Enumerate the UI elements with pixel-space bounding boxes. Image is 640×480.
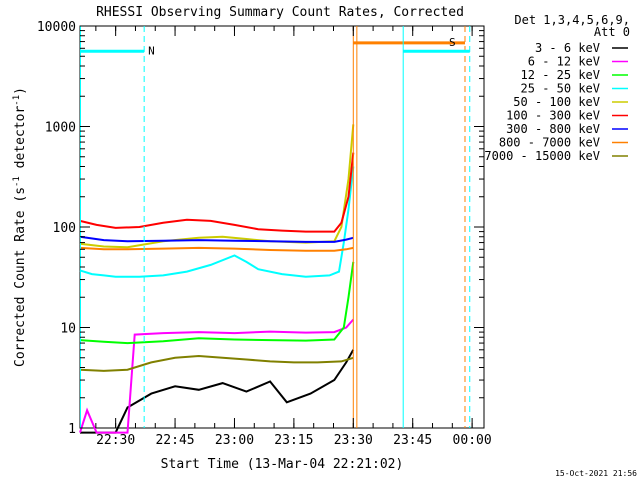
series-line xyxy=(79,261,355,345)
y-tick-label: 1000 xyxy=(45,121,76,136)
legend-label: 800 - 7000 keV xyxy=(499,136,600,150)
y-axis-label: Corrected Count Rate (s-1 detector-1) xyxy=(12,87,28,367)
x-axis: 22:30 22:45 23:00 23:15 23:30 23:45 00:00 xyxy=(95,26,492,448)
y-axis-label-part2: detector xyxy=(13,106,28,177)
legend-label: 100 - 300 keV xyxy=(506,109,600,123)
series-line xyxy=(79,235,354,243)
y-tick-label: 10000 xyxy=(37,20,76,35)
y-axis: 1 10 100 1000 10000 xyxy=(37,20,484,437)
series-line xyxy=(79,318,355,434)
marker-layer: NS xyxy=(79,26,471,428)
series-line xyxy=(79,124,355,249)
series-layer xyxy=(79,124,355,434)
legend-label: 6 - 12 keV xyxy=(528,55,600,69)
x-tick-label: 22:30 xyxy=(96,433,135,448)
marker-label: S xyxy=(449,36,456,49)
y-tick-label: 10 xyxy=(60,322,76,337)
legend-label: 7000 - 15000 keV xyxy=(484,149,600,163)
legend-label: 300 - 800 keV xyxy=(506,122,600,136)
y-axis-label-part1: Corrected Count Rate (s xyxy=(13,187,28,367)
y-axis-label-sup1: -1 xyxy=(12,176,22,187)
series-line xyxy=(79,152,355,233)
y-tick-label: 100 xyxy=(53,221,76,236)
y-axis-label-sup2: -1 xyxy=(12,95,22,106)
series-line xyxy=(79,246,354,252)
x-axis-label: Start Time (13-Mar-04 22:21:02) xyxy=(161,457,404,472)
series-line xyxy=(79,166,355,278)
marker-label: N xyxy=(148,44,155,57)
legend-header-1: Det 1,3,4,5,6,9, xyxy=(514,13,630,27)
legend-label: 12 - 25 keV xyxy=(521,68,600,82)
legend-label: 25 - 50 keV xyxy=(521,82,600,96)
x-tick-label: 23:00 xyxy=(215,433,254,448)
legend-label: 3 - 6 keV xyxy=(535,41,600,55)
x-tick-label: 23:45 xyxy=(393,433,432,448)
series-line xyxy=(79,354,354,372)
y-axis-label-part3: ) xyxy=(13,87,28,95)
chart-title: RHESSI Observing Summary Count Rates, Co… xyxy=(96,5,464,20)
legend-label: 50 - 100 keV xyxy=(513,95,600,109)
legend-header-2: Att 0 xyxy=(594,25,630,39)
x-tick-label: 23:15 xyxy=(274,433,313,448)
x-tick-label: 22:45 xyxy=(155,433,194,448)
y-tick-label: 1 xyxy=(68,422,76,437)
x-tick-label: 23:30 xyxy=(334,433,373,448)
series-line xyxy=(80,349,355,434)
timestamp: 15-Oct-2021 21:56 xyxy=(555,469,637,478)
x-tick-label: 00:00 xyxy=(453,433,492,448)
